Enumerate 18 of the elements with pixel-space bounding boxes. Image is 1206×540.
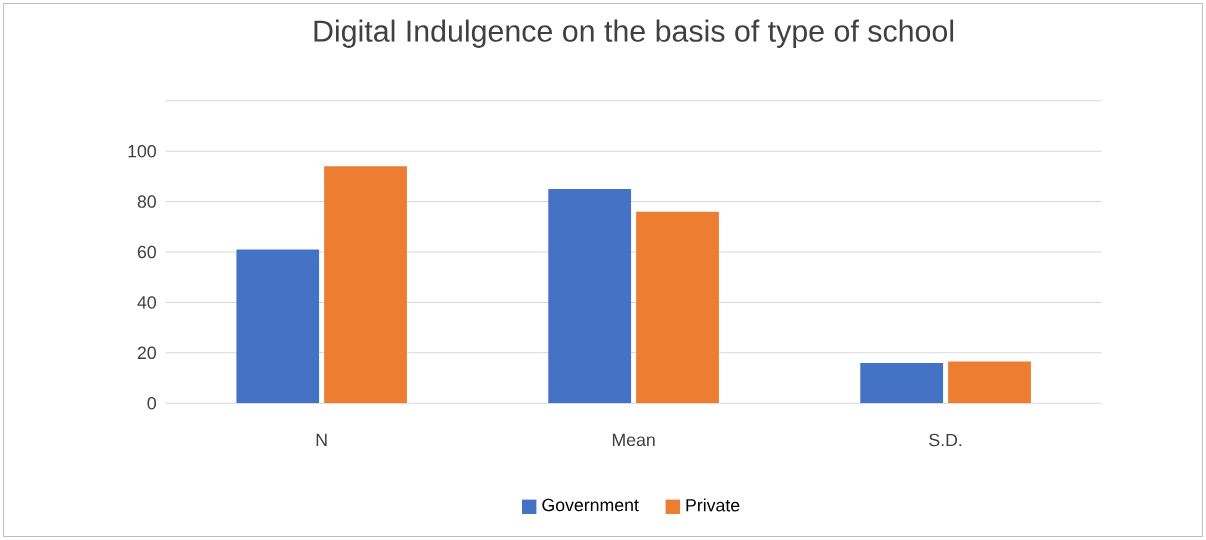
x-tick-label: Mean: [612, 433, 655, 447]
y-tick-label: 40: [137, 296, 156, 309]
chart-title: Digital Indulgence on the basis of type of school: [314, 19, 954, 48]
bar: [948, 361, 1031, 404]
y-tick-label: 0: [147, 396, 156, 410]
bar: [548, 189, 632, 404]
x-tick-label: S.D.: [929, 433, 962, 447]
bar: [236, 249, 320, 404]
legend-label: Private: [686, 498, 740, 512]
y-tick-label: 100: [128, 144, 156, 158]
bar: [636, 211, 719, 404]
y-tick-label: 60: [137, 245, 156, 259]
y-tick-label: 20: [137, 346, 156, 360]
bar: [860, 362, 944, 404]
legend-label: Government: [542, 498, 639, 512]
y-tick-label: 80: [137, 195, 156, 208]
x-tick-label: N: [316, 433, 327, 446]
bar: [324, 166, 407, 404]
